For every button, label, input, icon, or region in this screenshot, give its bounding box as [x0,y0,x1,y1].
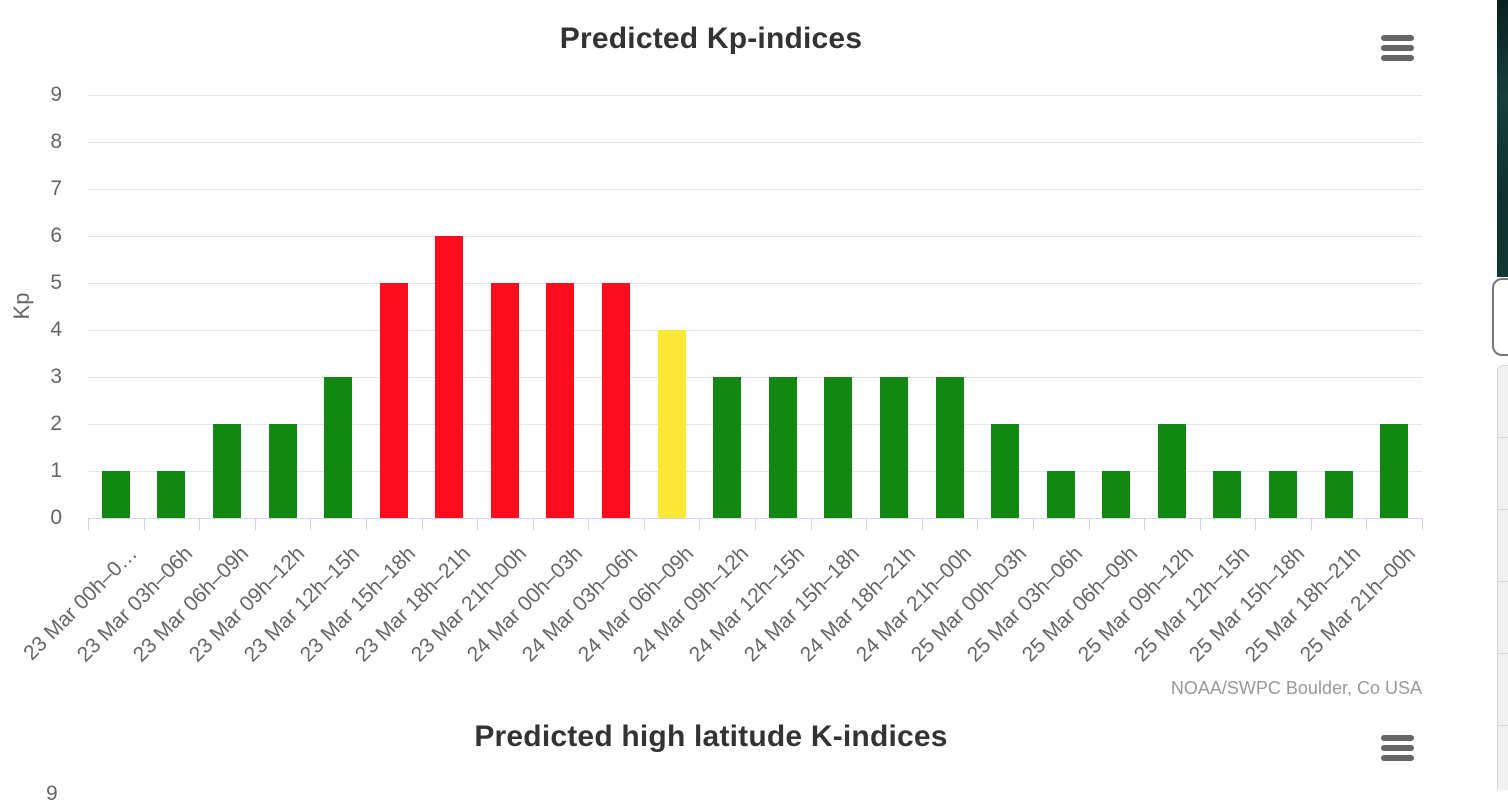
kp-bar[interactable] [1213,471,1242,518]
hamburger-menu-icon [1381,735,1414,741]
x-axis-tick [1199,519,1201,530]
kp-bar[interactable] [1269,471,1298,518]
x-axis-tick [755,519,756,530]
x-axis-tick [199,519,201,530]
right-edge-panel-separator [1497,725,1508,726]
x-axis-tick [1255,519,1257,530]
right-edge-panel-separator [1497,509,1508,510]
x-axis-tick [532,519,534,530]
hamburger-menu-icon [1381,45,1414,51]
y-gridline [88,283,1422,284]
y-gridline [88,377,1422,378]
right-edge-panel-strip [1497,365,1508,790]
y-axis-tick-label: 7 [50,177,62,200]
kp-bar[interactable] [824,377,853,518]
x-axis-tick [365,519,367,530]
y-axis-tick-label: 6 [50,224,62,247]
kp-bar[interactable] [1046,471,1075,518]
right-edge-panel-separator [1497,653,1508,654]
kp-bar[interactable] [657,330,686,518]
kp-bar[interactable] [935,377,964,518]
x-axis-tick [421,519,423,530]
x-axis-tick [1144,519,1146,530]
x-axis-tick [588,519,590,530]
x-axis-tick [866,519,868,530]
y-axis-tick-label: 3 [50,365,62,388]
kp-bar[interactable] [324,377,353,518]
y-gridline [88,189,1422,190]
right-edge-button[interactable] [1492,278,1508,356]
hamburger-menu-icon [1381,745,1414,751]
y-axis-tick-label: 4 [50,318,62,341]
x-axis-tick [310,519,312,530]
kp-bar[interactable] [1324,471,1353,518]
x-axis-tick [1032,519,1034,530]
kp-chart-title: Predicted Kp-indices [559,22,863,55]
kp-bar[interactable] [1380,424,1409,518]
x-axis-tick [1422,519,1423,530]
x-axis-tick [1088,519,1090,530]
hamburger-menu-icon [1381,755,1414,761]
x-axis-tick [699,519,701,530]
kp-bar[interactable] [768,377,797,518]
x-axis-tick [143,519,145,530]
x-axis-tick [1366,519,1368,530]
right-edge-panel-separator [1497,581,1508,582]
hamburger-menu-icon [1381,55,1414,61]
y-axis-tick-label: 9 [50,83,62,106]
kp-chart-context-menu-button[interactable] [1381,35,1414,61]
x-axis-tick [254,519,256,530]
y-gridline [88,424,1422,425]
x-axis-line [88,518,1423,519]
kp-bar[interactable] [157,471,186,518]
x-axis-tick [88,519,89,530]
hl-chart-title: Predicted high latitude K-indices [474,720,948,753]
hamburger-menu-icon [1381,35,1414,41]
kp-bar[interactable] [268,424,297,518]
x-axis-tick [1310,519,1312,530]
right-edge-panel-separator [1497,437,1508,438]
y-axis-tick-label: 0 [50,506,62,529]
kp-bar[interactable] [212,424,241,518]
kp-bar[interactable] [991,424,1020,518]
x-axis-tick [643,519,645,530]
y-axis-tick-label: 5 [50,271,62,294]
kp-bar[interactable] [546,283,575,518]
y-gridline [88,236,1422,237]
kp-bar[interactable] [379,283,408,518]
kp-bar[interactable] [879,377,908,518]
chart-credits: NOAA/SWPC Boulder, Co USA [1170,678,1422,698]
kp-bar[interactable] [1157,424,1186,518]
y-gridline [88,330,1422,331]
y-axis-tick-label: 2 [50,412,62,435]
x-axis-tick [810,519,812,530]
hl-chart-context-menu-button[interactable] [1381,735,1414,761]
y-axis-tick-label: 8 [50,130,62,153]
x-axis-tick [977,519,979,530]
kp-bar[interactable] [1102,471,1131,518]
kp-bar[interactable] [490,283,519,518]
kp-bar[interactable] [602,283,631,518]
y-gridline [88,471,1422,472]
x-axis-tick [921,519,923,530]
kp-bar[interactable] [713,377,742,518]
y-gridline [88,142,1422,143]
kp-bar[interactable] [435,236,464,518]
x-axis-tick [477,519,479,530]
kp-bar[interactable] [101,471,130,518]
hl-chart-ytick-label: 9 [46,782,58,805]
y-axis-tick-label: 1 [50,459,62,482]
right-edge-dark-background-strip [1497,0,1508,277]
y-gridline [88,95,1422,96]
